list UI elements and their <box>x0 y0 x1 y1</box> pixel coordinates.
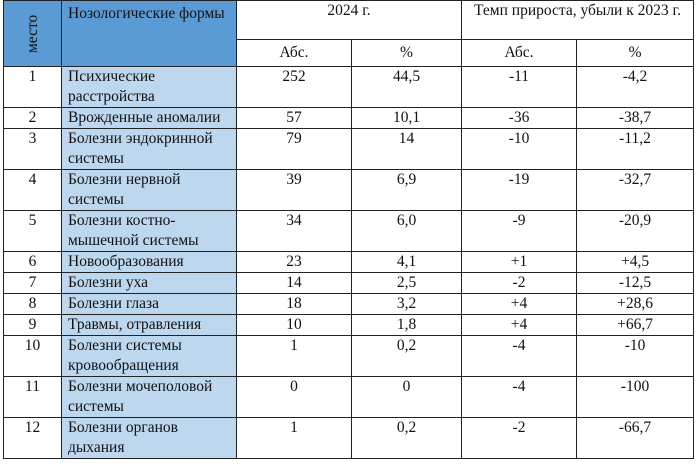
form-name-cell: Врожденные аномалии <box>61 107 237 129</box>
table-row: 2 Врожденные аномалии 57 10,1 -36 -38,7 <box>3 107 695 129</box>
pct-2024-cell: 10,1 <box>350 107 463 129</box>
abs-2024-cell: 79 <box>236 128 352 170</box>
pct-growth-cell: -12,5 <box>576 272 695 294</box>
abs-2024-cell: 57 <box>236 107 352 129</box>
abs-2024-cell: 1 <box>236 417 352 459</box>
pct-2024-cell: 0 <box>350 376 463 418</box>
pct-growth-cell: -20,9 <box>576 210 695 252</box>
abs-header-growth: Абс. <box>461 39 578 67</box>
abs-growth-cell: -10 <box>461 128 578 170</box>
morbidity-table: место Нозологические формы 2024 г. Темп … <box>3 0 695 459</box>
abs-growth-cell: +1 <box>461 251 578 273</box>
abs-header-2024: Абс. <box>236 39 352 67</box>
table-row: 3 Болезни эндокринной системы 79 14 -10 -11,2 <box>3 128 695 170</box>
pct-2024-cell: 44,5 <box>350 66 463 108</box>
table-row: 11 Болезни мочеполовой системы 0 0 -4 -100 <box>3 376 695 418</box>
form-name-cell: Болезни глаза <box>61 293 237 315</box>
form-name-cell: Болезни органов дыхания <box>61 417 237 459</box>
growth-header: Темп прироста, убыли к 2023 г. <box>461 0 695 40</box>
table-row: 12 Болезни органов дыхания 1 0,2 -2 -66,7 <box>3 417 695 459</box>
rank-cell: 11 <box>3 376 62 418</box>
abs-2024-cell: 1 <box>236 335 352 377</box>
table-row: 9 Травмы, отравления 10 1,8 +4 +66,7 <box>3 314 695 336</box>
abs-growth-cell: -4 <box>461 335 578 377</box>
form-name-cell: Болезни мочеполовой системы <box>61 376 237 418</box>
rank-cell: 5 <box>3 210 62 252</box>
pct-growth-cell: -4,2 <box>576 66 695 108</box>
pct-2024-cell: 4,1 <box>350 251 463 273</box>
table-row: 10 Болезни системы кровообращения 1 0,2 -4 -1… <box>3 335 695 377</box>
rank-cell: 3 <box>3 128 62 170</box>
abs-growth-cell: -11 <box>461 66 578 108</box>
rank-cell: 2 <box>3 107 62 129</box>
rank-cell: 12 <box>3 417 62 459</box>
pct-2024-cell: 1,8 <box>350 314 463 336</box>
abs-growth-cell: -2 <box>461 417 578 459</box>
abs-growth-cell: +4 <box>461 293 578 315</box>
pct-growth-cell: +4,5 <box>576 251 695 273</box>
table-row: 8 Болезни глаза 18 3,2 +4 +28,6 <box>3 293 695 315</box>
pct-2024-cell: 0,2 <box>350 417 463 459</box>
abs-2024-cell: 252 <box>236 66 352 108</box>
abs-growth-cell: -19 <box>461 169 578 211</box>
pct-growth-cell: -100 <box>576 376 695 418</box>
table-row: 6 Новообразования 23 4,1 +1 +4,5 <box>3 251 695 273</box>
year-header: 2024 г. <box>235 0 463 40</box>
pct-2024-cell: 3,2 <box>350 293 463 315</box>
table-row: 5 Болезни костно-мышечной системы 34 6,0 -9-… <box>3 210 695 252</box>
pct-growth-cell: -38,7 <box>576 107 695 129</box>
pct-2024-cell: 14 <box>350 128 463 170</box>
form-name-cell: Новообразования <box>61 251 237 273</box>
pct-growth-cell: -66,7 <box>576 417 695 459</box>
form-name-cell: Болезни нервной системы <box>61 169 237 211</box>
pct-growth-cell: +28,6 <box>576 293 695 315</box>
abs-2024-cell: 39 <box>236 169 352 211</box>
pct-growth-cell: -11,2 <box>576 128 695 170</box>
abs-growth-cell: -2 <box>461 272 578 294</box>
abs-growth-cell: -36 <box>461 107 578 129</box>
rank-cell: 4 <box>3 169 62 211</box>
rank-header: место <box>3 0 62 67</box>
abs-2024-cell: 14 <box>236 272 352 294</box>
pct-2024-cell: 2,5 <box>350 272 463 294</box>
pct-header-growth: % <box>576 39 695 67</box>
rank-cell: 6 <box>3 251 62 273</box>
form-name-cell: Травмы, отравления <box>61 314 237 336</box>
pct-header-2024: % <box>350 39 463 67</box>
rank-cell: 9 <box>3 314 62 336</box>
abs-2024-cell: 23 <box>236 251 352 273</box>
pct-2024-cell: 6,0 <box>350 210 463 252</box>
abs-2024-cell: 10 <box>236 314 352 336</box>
abs-growth-cell: -4 <box>461 376 578 418</box>
rank-cell: 1 <box>3 66 62 108</box>
table-row: 7 Болезни уха 14 2,5 -2 -12,5 <box>3 272 695 294</box>
abs-2024-cell: 34 <box>236 210 352 252</box>
form-name-cell: Болезни костно-мышечной системы <box>61 210 237 252</box>
form-name-cell: Болезни уха <box>61 272 237 294</box>
rank-cell: 8 <box>3 293 62 315</box>
abs-growth-cell: -9 <box>461 210 578 252</box>
abs-growth-cell: +4 <box>461 314 578 336</box>
pct-growth-cell: +66,7 <box>576 314 695 336</box>
forms-header: Нозологические формы <box>61 0 237 67</box>
pct-growth-cell: -32,7 <box>576 169 695 211</box>
pct-growth-cell: -10 <box>576 335 695 377</box>
table-row: 4 Болезни нервной системы 39 6,9 -19 -32,7 <box>3 169 695 211</box>
form-name-cell: Болезни системы кровообращения <box>61 335 237 377</box>
abs-2024-cell: 18 <box>236 293 352 315</box>
pct-2024-cell: 6,9 <box>350 169 463 211</box>
abs-2024-cell: 0 <box>236 376 352 418</box>
rank-cell: 7 <box>3 272 62 294</box>
form-name-cell: Психические расстройства <box>61 66 237 108</box>
table-row: 1 Психические расстройства 252 44,5 -11 -4,2 <box>3 66 695 108</box>
form-name-cell: Болезни эндокринной системы <box>61 128 237 170</box>
pct-2024-cell: 0,2 <box>350 335 463 377</box>
rank-cell: 10 <box>3 335 62 377</box>
